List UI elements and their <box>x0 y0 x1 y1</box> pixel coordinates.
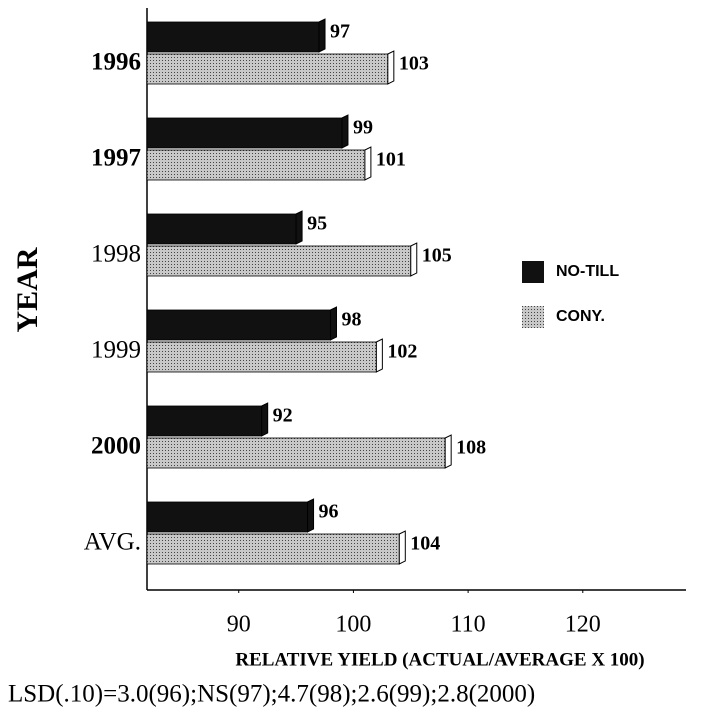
y-tick-label: 1999 <box>91 337 141 364</box>
bar-side <box>444 434 452 469</box>
legend-swatch <box>522 261 544 283</box>
bar <box>146 21 320 53</box>
y-tick-label: 1997 <box>91 145 141 172</box>
legend-label: NO-TILL <box>556 263 619 280</box>
bar <box>146 437 446 469</box>
bar <box>146 501 308 533</box>
bar-side <box>375 338 383 373</box>
bar <box>146 53 389 85</box>
bar-side <box>341 114 349 149</box>
bar-side <box>261 402 269 437</box>
bar <box>146 309 331 341</box>
bar-side <box>295 210 303 245</box>
value-label: 105 <box>422 245 452 267</box>
bar-side <box>329 306 337 341</box>
value-label: 101 <box>376 149 406 171</box>
value-label: 104 <box>410 533 440 555</box>
value-label: 97 <box>330 21 350 43</box>
value-label: 102 <box>387 341 417 363</box>
bar <box>146 149 366 181</box>
x-axis-label: RELATIVE YIELD (ACTUAL/AVERAGE X 100) <box>235 649 644 670</box>
value-label: 95 <box>307 213 327 235</box>
bar-side <box>410 242 418 277</box>
value-label: 108 <box>456 437 486 459</box>
value-label: 96 <box>319 501 339 523</box>
y-tick-label: 1998 <box>91 241 141 268</box>
legend-swatch <box>522 306 544 328</box>
legend-label: CONY. <box>556 308 605 325</box>
bar-side <box>307 498 315 533</box>
bar-side <box>398 530 406 565</box>
y-tick-label: 1996 <box>91 49 141 76</box>
y-axis-label: YEAR <box>11 247 44 332</box>
bar-side <box>364 146 372 181</box>
footnote: LSD(.10)=3.0(96);NS(97);4.7(98);2.6(99);… <box>8 681 535 708</box>
value-label: 99 <box>353 117 373 139</box>
bar-side <box>318 18 326 53</box>
bar <box>146 117 343 149</box>
bar <box>146 245 412 277</box>
value-label: 98 <box>341 309 361 331</box>
x-tick-label: 110 <box>451 612 486 638</box>
y-tick-label: 2000 <box>91 433 141 460</box>
x-tick-label: 120 <box>565 612 601 638</box>
x-tick-label: 90 <box>227 612 251 638</box>
value-label: 103 <box>399 53 429 75</box>
x-tick-label: 100 <box>335 612 371 638</box>
value-label: 92 <box>273 405 293 427</box>
bar <box>146 213 297 245</box>
bar <box>146 533 400 565</box>
y-tick-label: AVG. <box>84 529 141 556</box>
bar <box>146 405 263 437</box>
bar-side <box>387 50 395 85</box>
bar <box>146 341 377 373</box>
